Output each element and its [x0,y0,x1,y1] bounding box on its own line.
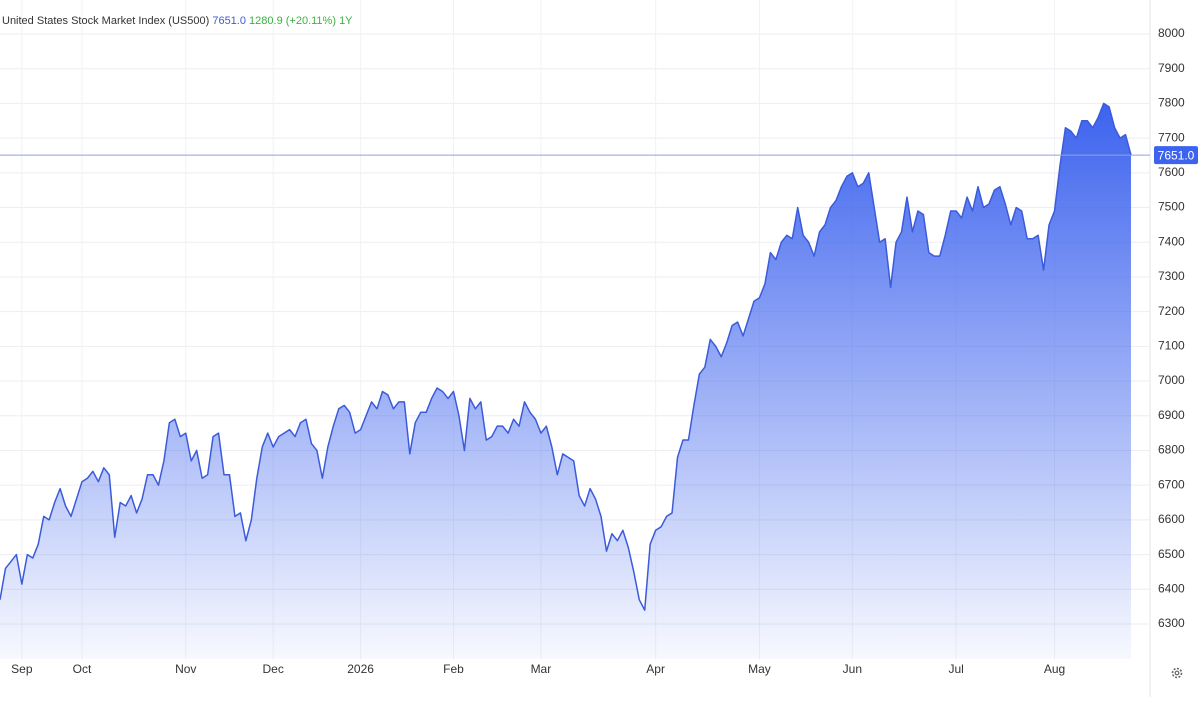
price: 7651.0 [212,15,246,27]
y-tick-label: 6400 [1158,581,1185,595]
x-tick-label: Aug [1044,662,1065,676]
x-tick-label: Dec [263,662,284,676]
x-tick-label: May [748,662,771,676]
y-tick-label: 7700 [1158,130,1185,144]
y-tick-label: 6800 [1158,443,1185,457]
y-tick-label: 7400 [1158,234,1185,248]
settings-icon[interactable] [1171,667,1183,679]
x-tick-label: 2026 [347,662,374,676]
y-tick-label: 7900 [1158,61,1185,75]
y-tick-label: 6900 [1158,408,1185,422]
x-tick-label: Oct [73,662,92,676]
y-tick-label: 7800 [1158,96,1185,110]
y-tick-label: 6300 [1158,616,1185,630]
y-tick-label: 7200 [1158,304,1185,318]
x-tick-label: Jul [948,662,963,676]
x-tick-label: Sep [11,662,33,676]
x-tick-label: Jun [843,662,862,676]
plot: 7651.0 [0,102,1198,659]
line [0,102,1132,611]
gear[interactable] [1171,667,1183,679]
y-tick-label: 7100 [1158,339,1185,353]
change: 1280.9 (+20.11%) [249,15,336,27]
y-tick-label: 7600 [1158,165,1185,179]
x-tick-label: Feb [443,662,464,676]
last-value-box [1154,146,1198,165]
y-tick-label: 6700 [1158,477,1185,491]
area [0,103,1131,659]
y-tick-label: 6500 [1158,547,1185,561]
title: United States Stock Market Index (US500) [2,15,209,27]
gear-hub[interactable] [1174,670,1180,676]
x-tick-label: Mar [531,662,552,676]
last-value-label: 7651.0 [1158,148,1195,162]
x-tick-label: Apr [646,662,665,676]
y-tick-label: 7500 [1158,200,1185,214]
x-tick-label: Nov [175,662,196,676]
y-tick-label: 7300 [1158,269,1185,283]
y-tick-label: 8000 [1158,26,1185,40]
period: 1Y [339,15,353,27]
y-tick-label: 6600 [1158,512,1185,526]
header: United States Stock Market Index (US500)… [2,15,353,27]
y-tick-label: 7000 [1158,373,1185,387]
